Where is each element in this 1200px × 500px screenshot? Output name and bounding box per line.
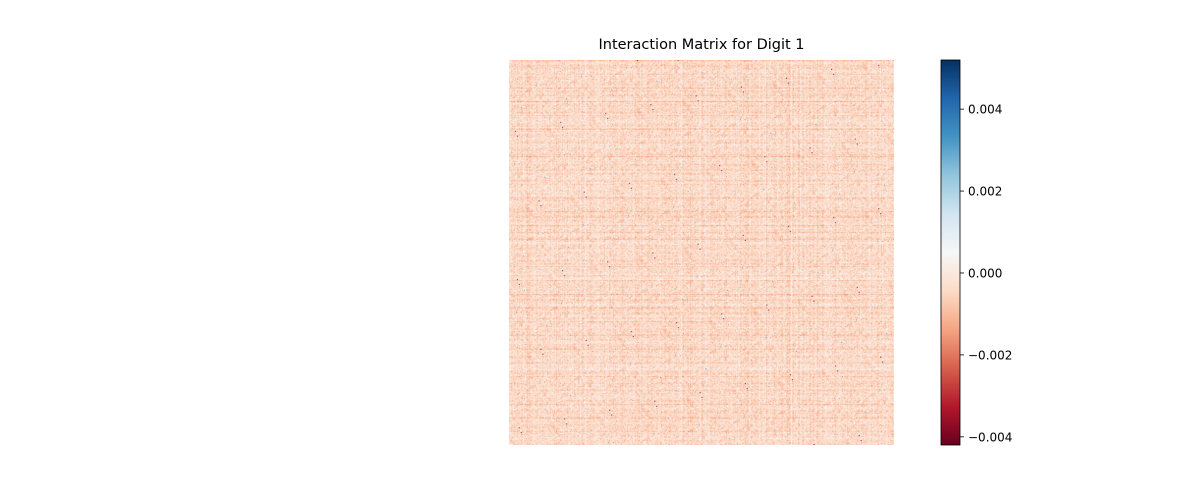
heatmap-matrix bbox=[509, 60, 894, 445]
colorbar: 0.004 0.002 0.000 −0.002 −0.004 bbox=[940, 59, 1012, 446]
colorbar-gradient bbox=[940, 59, 961, 446]
colorbar-tick-label: 0.004 bbox=[968, 103, 1002, 117]
colorbar-tick-label: 0.000 bbox=[968, 266, 1002, 280]
chart-title: Interaction Matrix for Digit 1 bbox=[598, 37, 805, 53]
colorbar-tick-label: −0.002 bbox=[968, 348, 1012, 362]
colorbar-tick-label: 0.002 bbox=[968, 185, 1002, 199]
colorbar-tick-label: −0.004 bbox=[968, 430, 1012, 444]
